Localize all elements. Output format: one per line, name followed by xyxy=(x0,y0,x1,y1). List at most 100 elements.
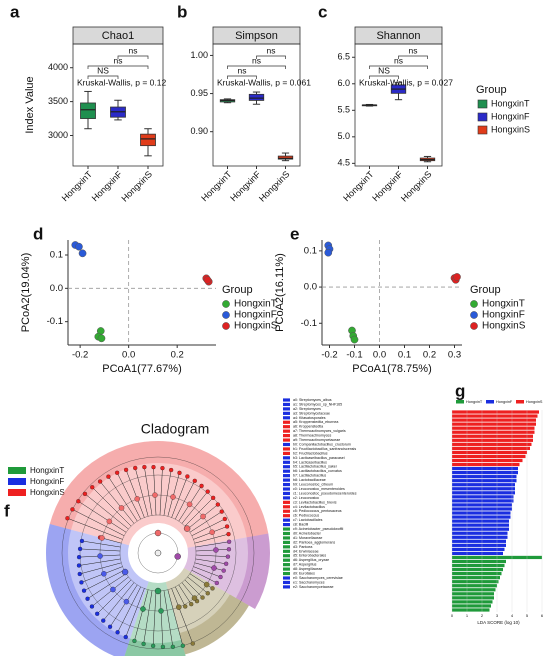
tree-node xyxy=(189,602,194,607)
y-tick-label: 6.5 xyxy=(337,52,350,62)
tree-node xyxy=(205,489,210,494)
tree-branch xyxy=(191,518,225,536)
tree-ring xyxy=(79,474,237,632)
x-tick-label: HongxinF xyxy=(90,169,125,204)
y-axis-label: Index Value xyxy=(24,76,36,133)
x-axis-label: PCoA1(78.75%) xyxy=(352,363,432,375)
lda-bar xyxy=(452,551,503,556)
y-tick-label: 3500 xyxy=(48,96,68,106)
lda-bar xyxy=(452,462,520,467)
taxon-label: d6: Aspergillus_oryzae xyxy=(293,558,329,562)
legend-key xyxy=(477,112,488,122)
y-tick-label: 4000 xyxy=(48,62,68,72)
tree-branch xyxy=(194,533,229,544)
tree-node xyxy=(185,474,190,479)
strip-title: Shannon xyxy=(376,30,420,42)
tree-branch xyxy=(163,469,172,516)
taxon-key xyxy=(283,407,290,411)
taxon-key xyxy=(283,398,290,402)
tree-branch xyxy=(125,469,145,518)
legend-label: HongxinF xyxy=(496,400,513,404)
box xyxy=(140,133,156,147)
lda-bar xyxy=(452,511,511,515)
bracket-label: ns xyxy=(129,45,138,55)
taxon-label: d7: Aspergillus xyxy=(293,563,317,567)
tree-branch xyxy=(87,573,127,599)
tree-node xyxy=(215,502,220,507)
taxon-key xyxy=(283,447,290,451)
taxon-key xyxy=(283,460,290,464)
panel-letter: d xyxy=(33,224,43,243)
taxon-label: c4: Levilactobacillus xyxy=(293,505,325,509)
clade-sector xyxy=(124,581,186,656)
taxon-key xyxy=(283,567,290,571)
tree-node xyxy=(106,474,111,479)
legend-key xyxy=(516,400,524,404)
tree-branch xyxy=(163,590,174,647)
lda-bar xyxy=(452,446,530,450)
tree-node xyxy=(89,604,95,609)
taxon-key xyxy=(283,434,290,438)
taxon-key xyxy=(283,416,290,420)
y-axis-label: PCoA2(16.11%) xyxy=(274,253,286,332)
legend-key xyxy=(8,467,26,474)
legend-label: HongxinF xyxy=(234,310,277,321)
clado-title: Cladogram xyxy=(141,421,209,437)
tree-node xyxy=(158,608,164,614)
bracket xyxy=(227,65,286,69)
taxon-key xyxy=(283,531,290,536)
bracket-label: NS xyxy=(378,65,390,75)
lda-bar xyxy=(452,600,493,604)
taxon-key xyxy=(283,469,290,473)
tree-node xyxy=(123,467,129,473)
lda-bar xyxy=(452,584,497,588)
clade-sector xyxy=(49,441,269,548)
tree-branch xyxy=(193,566,221,578)
point xyxy=(203,276,212,284)
clade-sector xyxy=(183,533,270,609)
tree-node xyxy=(154,529,162,537)
legend-key xyxy=(477,125,488,135)
taxon-label: c9: Acinetobacter_pseudolwoffii xyxy=(293,527,343,531)
bracket-label: ns xyxy=(409,45,418,55)
legend-label: HongxinS xyxy=(482,321,526,332)
panel-letter: a xyxy=(10,2,20,21)
tree-node xyxy=(77,571,82,577)
tree-node xyxy=(95,611,100,616)
taxon-key xyxy=(283,438,290,442)
tree-branch xyxy=(79,562,122,575)
taxon-key xyxy=(283,558,290,562)
x-tick-label: HongxinS xyxy=(257,169,292,204)
tree-branch xyxy=(134,467,149,517)
bracket xyxy=(369,65,428,69)
taxon-key xyxy=(283,563,290,567)
lda-bar xyxy=(452,588,496,592)
tree-node xyxy=(76,499,81,504)
x-tick-label: -0.2 xyxy=(72,350,88,361)
tree-branch xyxy=(184,579,203,598)
tree-branch xyxy=(84,493,129,530)
bracket xyxy=(369,75,399,79)
taxon-label: c0: Leuconostoc_mesenteroides xyxy=(293,487,345,491)
lda-bar xyxy=(452,475,517,479)
lda-bar xyxy=(452,414,538,418)
x-tick-label: 5 xyxy=(526,613,529,618)
tree-node xyxy=(121,568,129,576)
tree-node xyxy=(132,638,137,644)
y-tick-label: 0.0 xyxy=(50,283,63,294)
lda-bar xyxy=(452,519,509,523)
taxon-key xyxy=(283,411,290,415)
tree-node xyxy=(85,596,90,601)
taxon-key xyxy=(283,585,290,589)
lda-bar xyxy=(452,596,494,600)
tree-branch xyxy=(116,472,141,520)
taxon-label: d8: Aspergillaceae xyxy=(293,567,322,571)
x-tick-label: HongxinT xyxy=(60,169,95,204)
point xyxy=(453,273,461,281)
tree-node xyxy=(76,563,82,568)
lda-bar xyxy=(452,410,539,414)
lda-bar xyxy=(452,454,526,459)
taxon-key xyxy=(283,576,290,580)
taxon-key xyxy=(283,500,290,504)
